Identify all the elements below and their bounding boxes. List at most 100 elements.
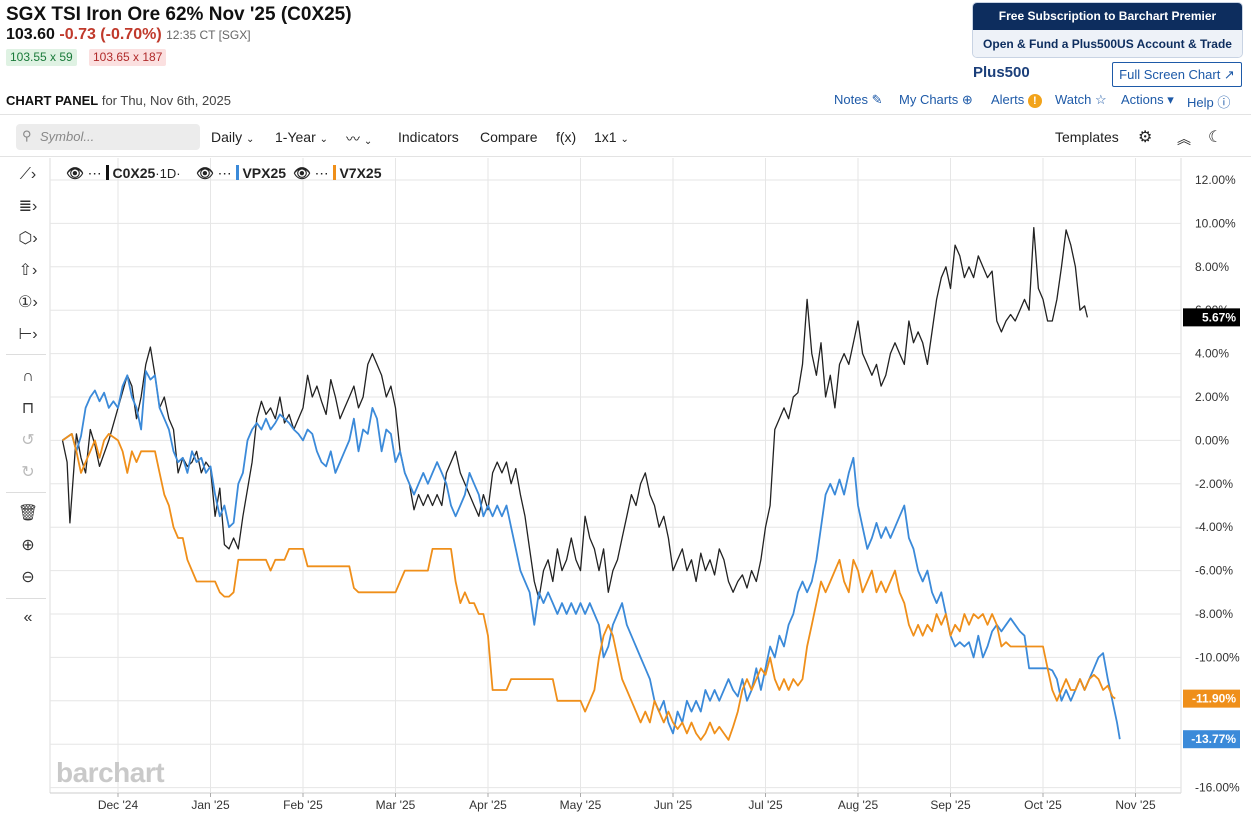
chevron-down-icon: ⌄ [363, 136, 373, 147]
eye-icon[interactable]: 👁 [66, 165, 84, 181]
full-screen-chart-button[interactable]: Full Screen Chart ↗ [1112, 62, 1242, 87]
collapse-toolbar-icon[interactable]: « [23, 609, 33, 626]
x-tick-label: Apr '25 [469, 798, 507, 812]
plus500-logo: Plus500 [973, 64, 1030, 81]
shapes-tool-icon[interactable]: ⬡› [18, 230, 38, 247]
my-charts-link[interactable]: My Charts ⊕ [899, 92, 973, 108]
trendline-tool-icon[interactable]: ⟋› [19, 166, 37, 183]
redo-icon[interactable]: ↻ [21, 464, 35, 481]
ask-badge: 103.65 x 187 [89, 49, 167, 66]
bid-badge: 103.55 x 59 [6, 49, 77, 66]
x-tick-label: Jun '25 [654, 798, 693, 812]
numbered-marker-tool-icon[interactable]: ①› [18, 294, 38, 311]
series-line-vpx25 [61, 370, 1121, 740]
actions-menu[interactable]: Actions ▾ [1121, 92, 1174, 108]
range-label: 1-Year [275, 129, 316, 145]
help-link[interactable]: Help ⓘ [1187, 92, 1230, 111]
price-change: -0.73 (-0.70%) [59, 26, 162, 43]
search-icon: ⚲ [22, 128, 32, 143]
x-tick-label: Jul '25 [748, 798, 783, 812]
quote-line: 103.60 -0.73 (-0.70%) 12:35 CT [SGX] [6, 26, 251, 44]
magnet-icon[interactable]: ∩ [22, 368, 34, 385]
x-tick-label: Sep '25 [930, 798, 971, 812]
alert-icon: ! [1027, 94, 1042, 108]
alerts-label: Alerts [991, 92, 1025, 107]
last-value-badge-v7x25 [1183, 689, 1240, 708]
y-tick-label: -10.00% [1195, 650, 1240, 664]
symbol-search-input[interactable]: Symbol... [16, 124, 200, 150]
undo-icon[interactable]: ↺ [21, 432, 35, 449]
x-tick-label: Dec '24 [98, 798, 139, 812]
legend-swatch [105, 165, 109, 180]
y-tick-label: -6.00% [1195, 564, 1233, 578]
layout-dropdown[interactable]: 1x1 ⌄ [594, 129, 629, 145]
star-icon: ☆ [1094, 92, 1107, 107]
arrow-up-tool-icon[interactable]: ⇧› [18, 262, 38, 279]
more-dots-icon[interactable]: ⋯ [87, 165, 102, 181]
legend-swatch [332, 165, 336, 180]
quote-time: 12:35 CT [SGX] [166, 28, 251, 42]
interval-dropdown[interactable]: Daily ⌄ [211, 129, 254, 145]
unlock-icon[interactable]: ⊓ [21, 400, 35, 417]
fx-button[interactable]: f(x) [556, 129, 577, 145]
plus-circle-icon: ⊕ [961, 92, 973, 107]
fibonacci-tool-icon[interactable]: ≣› [18, 198, 38, 215]
eye-icon[interactable]: 👁 [196, 165, 214, 181]
help-icon: ⓘ [1217, 95, 1231, 110]
promo-subscription-link[interactable]: Free Subscription to Barchart Premier [973, 3, 1242, 30]
legend-c0x25[interactable]: 👁 ⋯ C0X25·1D· [66, 165, 181, 182]
notes-label: Notes [834, 92, 868, 107]
legend-label: V7X25 [339, 165, 382, 181]
zoom-out-icon[interactable]: ⊖ [21, 569, 35, 586]
templates-button[interactable]: Templates [1055, 129, 1119, 145]
eye-icon[interactable]: 👁 [293, 165, 311, 181]
series-line-v7x25 [61, 433, 1116, 741]
more-dots-icon[interactable]: ⋯ [314, 165, 329, 181]
line-chart-icon: 〰 [346, 131, 360, 147]
divider [0, 114, 1251, 115]
tool-divider [6, 598, 46, 599]
last-value-label-vpx25: -13.77% [1191, 732, 1236, 746]
indicators-button[interactable]: Indicators [398, 129, 459, 145]
y-tick-label: -2.00% [1195, 477, 1233, 491]
legend-vpx25[interactable]: 👁 ⋯ VPX25 [196, 165, 286, 182]
notes-link[interactable]: Notes ✎ [834, 92, 883, 108]
chevron-down-icon: ⌄ [319, 134, 329, 145]
zoom-in-icon[interactable]: ⊕ [21, 537, 35, 554]
legend-label: VPX25 [242, 165, 287, 181]
chart-type-dropdown[interactable]: 〰 ⌄ [346, 129, 372, 149]
my-charts-label: My Charts [899, 92, 959, 107]
x-tick-label: Aug '25 [838, 798, 879, 812]
legend-swatch [235, 165, 239, 180]
dark-mode-moon-icon[interactable]: ☾ [1208, 129, 1223, 146]
legend-v7x25[interactable]: 👁 ⋯ V7X25 [293, 165, 382, 182]
last-value-badge-vpx25 [1183, 730, 1240, 749]
caret-down-icon: ▾ [1167, 92, 1174, 107]
range-dropdown[interactable]: 1-Year ⌄ [275, 129, 328, 145]
alerts-link[interactable]: Alerts ! [991, 92, 1042, 108]
series-line-c0x25 [61, 227, 1089, 600]
collapse-up-icon[interactable]: ︽ [1177, 131, 1191, 147]
y-tick-label: 12.00% [1195, 173, 1236, 187]
more-dots-icon[interactable]: ⋯ [217, 165, 232, 181]
legend-interval: ·1D· [155, 166, 181, 181]
trash-icon[interactable]: 🗑 [17, 505, 39, 522]
measure-tool-icon[interactable]: ⊢› [18, 326, 38, 343]
x-tick-label: Mar '25 [376, 798, 416, 812]
chart-panel-label: CHART PANEL for Thu, Nov 6th, 2025 [6, 93, 231, 108]
tool-divider [6, 354, 46, 355]
x-tick-label: Nov '25 [1115, 798, 1156, 812]
last-price: 103.60 [6, 26, 55, 43]
last-value-label-c0x25: 5.67% [1202, 310, 1236, 324]
promo-plus500-link[interactable]: Open & Fund a Plus500US Account & Trade [973, 30, 1242, 57]
last-value-label-v7x25: -11.90% [1192, 692, 1236, 706]
panel-title: CHART PANEL [6, 93, 99, 108]
settings-gear-icon[interactable]: ⚙ [1138, 129, 1153, 146]
page-title: SGX TSI Iron Ore 62% Nov '25 (C0X25) [6, 4, 352, 25]
chevron-down-icon: ⌄ [246, 134, 255, 145]
watch-link[interactable]: Watch ☆ [1055, 92, 1107, 108]
promo-box[interactable]: Free Subscription to Barchart Premier Op… [972, 2, 1243, 58]
help-label: Help [1187, 95, 1214, 110]
compare-button[interactable]: Compare [480, 129, 538, 145]
